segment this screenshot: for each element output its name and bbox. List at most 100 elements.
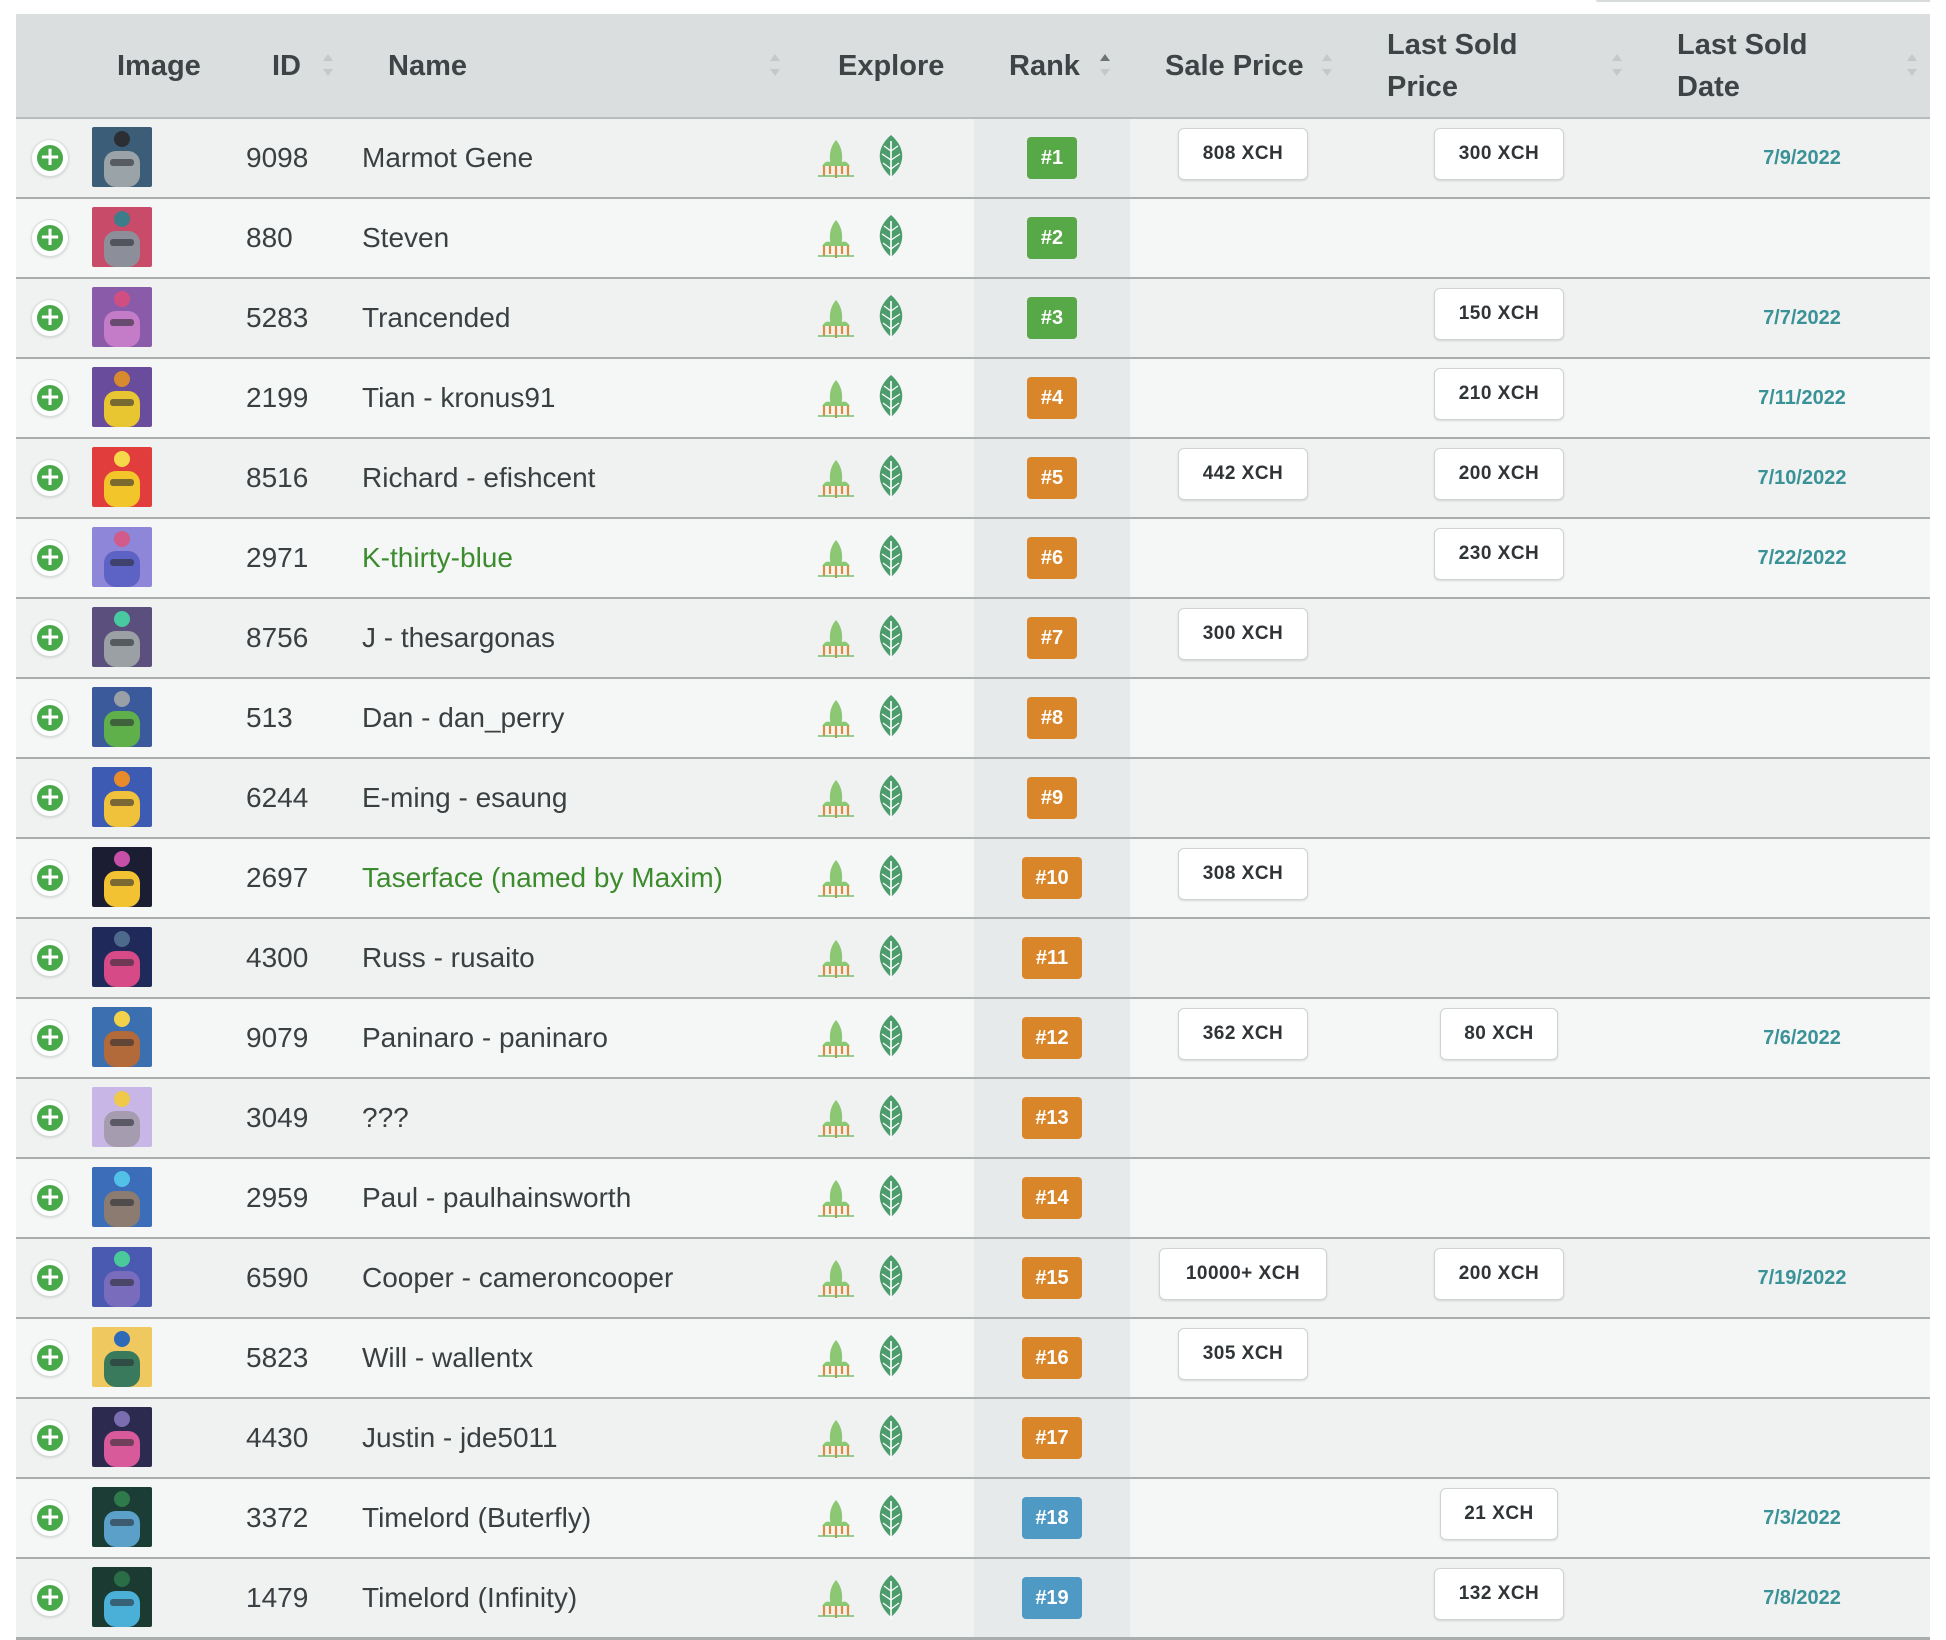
nft-thumbnail[interactable] — [92, 1567, 152, 1627]
nft-thumbnail[interactable] — [92, 1407, 152, 1467]
nft-thumbnail[interactable] — [92, 207, 152, 267]
nft-thumbnail[interactable] — [92, 527, 152, 587]
rocket-sprout-icon[interactable] — [814, 696, 858, 740]
rocket-sprout-icon[interactable] — [814, 1496, 858, 1540]
nft-thumbnail[interactable] — [92, 447, 152, 507]
rocket-sprout-icon[interactable] — [814, 776, 858, 820]
rocket-sprout-icon[interactable] — [814, 616, 858, 660]
rocket-sprout-icon[interactable] — [814, 1256, 858, 1300]
leaf-icon[interactable] — [874, 533, 908, 581]
nft-thumbnail[interactable] — [92, 847, 152, 907]
plus-circle-icon: + — [37, 1024, 63, 1051]
sale-price-badge[interactable]: 308 XCH — [1178, 848, 1308, 900]
header-sale-price[interactable]: Sale Price — [1165, 14, 1304, 117]
leaf-icon[interactable] — [874, 1253, 908, 1301]
nft-thumbnail[interactable] — [92, 687, 152, 747]
nft-thumbnail[interactable] — [92, 367, 152, 427]
nft-thumbnail[interactable] — [92, 1007, 152, 1067]
rocket-sprout-icon[interactable] — [814, 376, 858, 420]
nft-thumbnail[interactable] — [92, 1087, 152, 1147]
leaf-icon[interactable] — [874, 1013, 908, 1061]
leaf-icon[interactable] — [874, 1173, 908, 1221]
expand-row-icon[interactable]: + — [32, 1580, 68, 1616]
rocket-sprout-icon[interactable] — [814, 1176, 858, 1220]
leaf-icon[interactable] — [874, 613, 908, 661]
expand-row-icon[interactable]: + — [32, 380, 68, 416]
nft-name: Justin - jde5011 — [362, 1422, 558, 1453]
rocket-sprout-icon[interactable] — [814, 936, 858, 980]
rocket-sprout-icon[interactable] — [814, 136, 858, 180]
leaf-icon[interactable] — [874, 1093, 908, 1141]
leaf-icon[interactable] — [874, 1493, 908, 1541]
nft-thumbnail[interactable] — [92, 287, 152, 347]
header-id[interactable]: ID — [272, 14, 301, 117]
expand-row-icon[interactable]: + — [32, 540, 68, 576]
rocket-sprout-icon[interactable] — [814, 456, 858, 500]
rocket-sprout-icon[interactable] — [814, 1576, 858, 1620]
leaf-icon[interactable] — [874, 853, 908, 901]
rocket-sprout-icon[interactable] — [814, 216, 858, 260]
leaf-icon[interactable] — [874, 693, 908, 741]
expand-row-icon[interactable]: + — [32, 940, 68, 976]
last-sold-date: 7/7/2022 — [1763, 307, 1841, 329]
rocket-sprout-icon[interactable] — [814, 856, 858, 900]
leaf-icon[interactable] — [874, 213, 908, 261]
expand-row-icon[interactable]: + — [32, 460, 68, 496]
sort-last-sold-date-icon[interactable] — [1907, 52, 1917, 82]
nft-thumbnail[interactable] — [92, 767, 152, 827]
nft-thumbnail[interactable] — [92, 1487, 152, 1547]
expand-row-icon[interactable]: + — [32, 1020, 68, 1056]
header-last-sold-price[interactable]: Last Sold Price — [1387, 14, 1518, 117]
sort-last-sold-price-icon[interactable] — [1612, 52, 1622, 82]
expand-row-icon[interactable]: + — [32, 1340, 68, 1376]
rocket-sprout-icon[interactable] — [814, 296, 858, 340]
sort-id-icon[interactable] — [323, 52, 333, 82]
nft-thumbnail[interactable] — [92, 127, 152, 187]
sort-sale-price-icon[interactable] — [1322, 52, 1332, 82]
rocket-sprout-icon[interactable] — [814, 1416, 858, 1460]
rocket-sprout-icon[interactable] — [814, 536, 858, 580]
leaf-icon[interactable] — [874, 373, 908, 421]
sale-price-badge[interactable]: 808 XCH — [1178, 128, 1308, 180]
leaf-icon[interactable] — [874, 133, 908, 181]
nft-thumbnail[interactable] — [92, 1247, 152, 1307]
leaf-icon[interactable] — [874, 293, 908, 341]
expand-row-icon[interactable]: + — [32, 220, 68, 256]
expand-row-icon[interactable]: + — [32, 140, 68, 176]
expand-row-icon[interactable]: + — [32, 780, 68, 816]
nft-thumbnail[interactable] — [92, 927, 152, 987]
expand-row-icon[interactable]: + — [32, 1420, 68, 1456]
sort-name-icon[interactable] — [770, 52, 780, 82]
sale-price-badge[interactable]: 300 XCH — [1178, 608, 1308, 660]
leaf-icon[interactable] — [874, 1573, 908, 1621]
nft-thumbnail[interactable] — [92, 1167, 152, 1227]
nft-thumbnail[interactable] — [92, 1327, 152, 1387]
nft-thumbnail[interactable] — [92, 607, 152, 667]
sale-price-badge[interactable]: 442 XCH — [1178, 448, 1308, 500]
expand-row-icon[interactable]: + — [32, 1500, 68, 1536]
header-name[interactable]: Name — [388, 14, 467, 117]
sale-price-badge[interactable]: 10000+ XCH — [1159, 1248, 1327, 1300]
expand-row-icon[interactable]: + — [32, 300, 68, 336]
nft-name-link[interactable]: K-thirty-blue — [362, 542, 513, 573]
rocket-sprout-icon[interactable] — [814, 1096, 858, 1140]
sale-price-badge[interactable]: 362 XCH — [1178, 1008, 1308, 1060]
header-last-sold-date[interactable]: Last Sold Date — [1677, 14, 1808, 117]
sale-price-badge[interactable]: 305 XCH — [1178, 1328, 1308, 1380]
leaf-icon[interactable] — [874, 773, 908, 821]
expand-row-icon[interactable]: + — [32, 1260, 68, 1296]
leaf-icon[interactable] — [874, 453, 908, 501]
expand-row-icon[interactable]: + — [32, 860, 68, 896]
leaf-icon[interactable] — [874, 933, 908, 981]
rocket-sprout-icon[interactable] — [814, 1336, 858, 1380]
rocket-sprout-icon[interactable] — [814, 1016, 858, 1060]
leaf-icon[interactable] — [874, 1413, 908, 1461]
header-rank[interactable]: Rank — [1009, 14, 1080, 117]
leaf-icon[interactable] — [874, 1333, 908, 1381]
sort-rank-icon[interactable] — [1100, 52, 1110, 82]
expand-row-icon[interactable]: + — [32, 1180, 68, 1216]
expand-row-icon[interactable]: + — [32, 620, 68, 656]
nft-name-link[interactable]: Taserface (named by Maxim) — [362, 862, 724, 893]
expand-row-icon[interactable]: + — [32, 700, 68, 736]
expand-row-icon[interactable]: + — [32, 1100, 68, 1136]
